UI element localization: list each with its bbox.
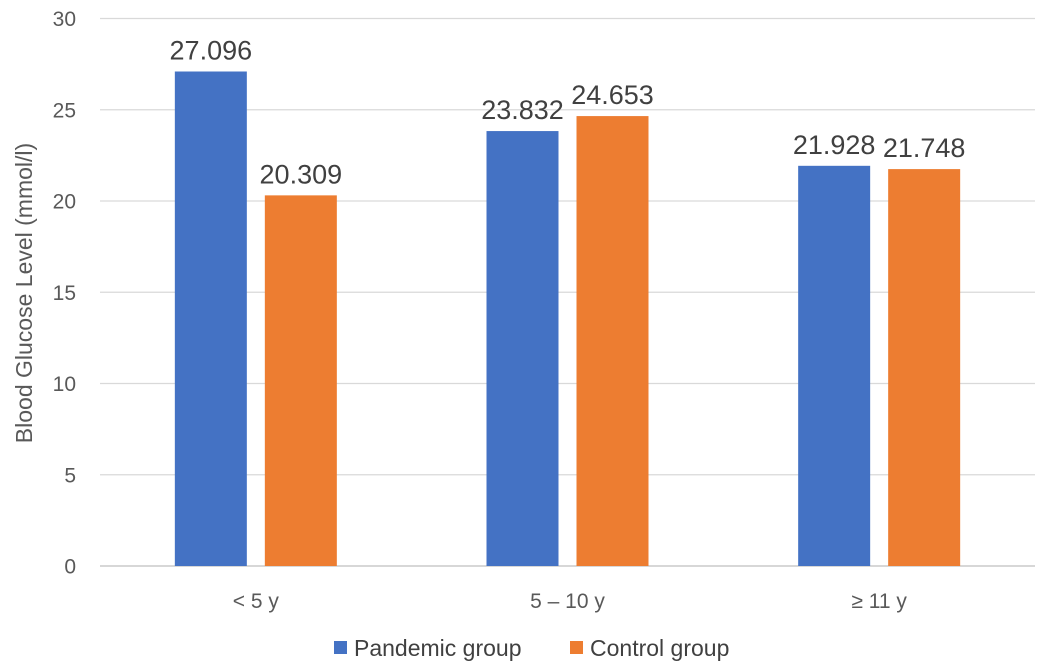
bar-control-2 [888, 169, 961, 566]
bar-control-0 [264, 195, 337, 566]
bar-pandemic-0 [174, 71, 247, 567]
y-tick-label: 0 [64, 556, 76, 579]
legend-label: Pandemic group [354, 635, 522, 661]
bars [174, 71, 961, 567]
y-tick-label: 5 [64, 464, 76, 487]
legend: Pandemic group Control group [334, 635, 729, 661]
data-label: 24.653 [571, 80, 654, 110]
data-label: 21.748 [883, 133, 966, 163]
data-label: 27.096 [170, 35, 253, 65]
y-tick-labels: 0 5 10 15 20 25 30 [53, 8, 76, 579]
bar-pandemic-2 [798, 165, 871, 566]
x-tick-label: 5 – 10 y [530, 590, 605, 613]
y-tick-label: 15 [53, 282, 76, 305]
data-label: 23.832 [481, 95, 564, 125]
x-tick-labels: < 5 y 5 – 10 y ≥ 11 y [233, 590, 908, 613]
legend-swatch-control [570, 641, 583, 654]
data-label: 20.309 [260, 159, 343, 189]
data-labels: 27.096 20.309 23.832 24.653 21.928 21.748 [170, 35, 966, 189]
data-label: 21.928 [793, 130, 876, 160]
legend-label: Control group [590, 635, 729, 661]
legend-swatch-pandemic [334, 641, 347, 654]
y-axis-label: Blood Glucose Level (mmol/l) [11, 143, 37, 443]
bar-control-1 [576, 116, 649, 566]
x-tick-label: ≥ 11 y [851, 590, 907, 613]
gridlines [100, 17, 1035, 567]
y-tick-label: 20 [53, 191, 76, 214]
y-tick-label: 10 [53, 373, 76, 396]
y-tick-label: 25 [53, 99, 76, 122]
y-tick-label: 30 [53, 8, 76, 31]
x-tick-label: < 5 y [233, 590, 280, 613]
bar-pandemic-1 [486, 131, 559, 567]
